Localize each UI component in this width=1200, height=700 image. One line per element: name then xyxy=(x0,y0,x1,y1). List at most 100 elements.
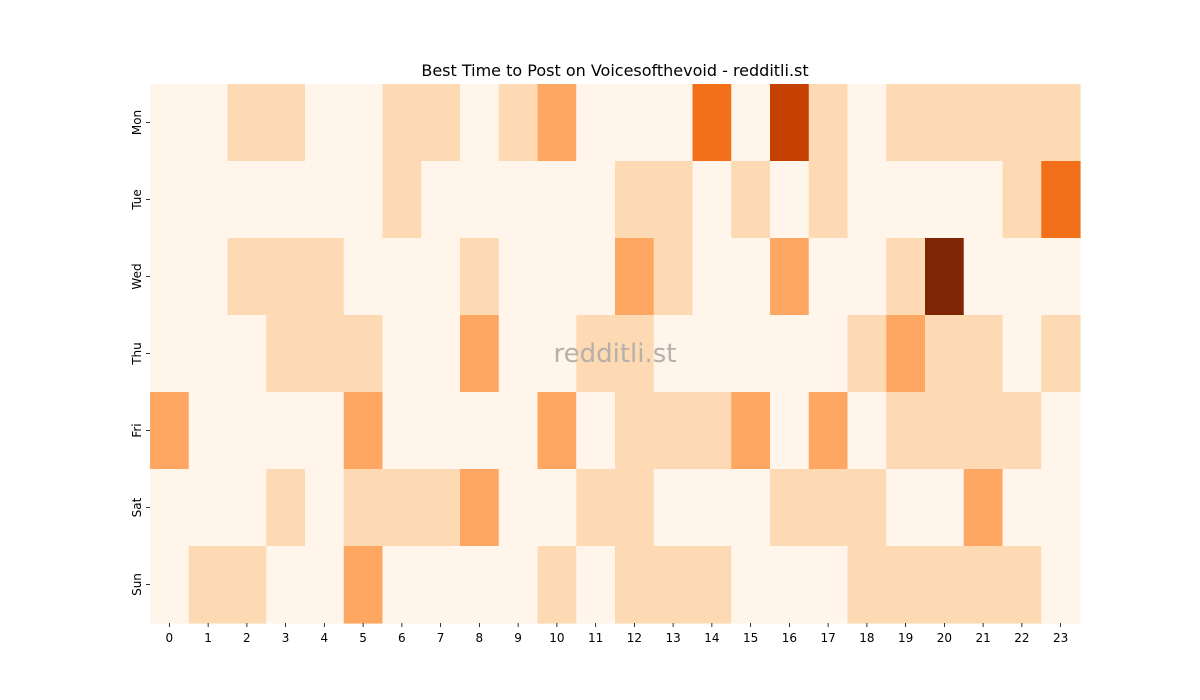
heatmap-cell-mon-13 xyxy=(653,84,694,162)
heatmap-cell-wed-22 xyxy=(1002,238,1042,316)
heatmap-cell-thu-3 xyxy=(266,315,306,393)
heatmap-cell-wed-2 xyxy=(227,238,267,316)
heatmap-cell-sat-3 xyxy=(266,469,306,547)
heatmap-cell-sun-23 xyxy=(1041,546,1081,624)
heatmap-cell-sat-14 xyxy=(692,469,732,547)
heatmap-cell-mon-10 xyxy=(537,84,577,162)
heatmap-cell-mon-5 xyxy=(343,84,384,162)
heatmap-cell-thu-16 xyxy=(770,315,810,393)
x-tick-label: 1 xyxy=(204,631,212,645)
heatmap-cell-mon-21 xyxy=(963,84,1004,162)
heatmap-cell-sun-22 xyxy=(1002,546,1042,624)
heatmap-cell-sat-5 xyxy=(343,469,384,547)
heatmap-cell-wed-0 xyxy=(150,238,190,316)
heatmap-cell-thu-21 xyxy=(963,315,1004,393)
heatmap-cell-sat-11 xyxy=(576,469,616,547)
x-tick-label: 23 xyxy=(1053,631,1068,645)
heatmap-cell-mon-18 xyxy=(847,84,887,162)
heatmap-cell-tue-11 xyxy=(576,161,616,239)
x-tick-label: 9 xyxy=(514,631,522,645)
heatmap-cell-thu-1 xyxy=(188,315,229,393)
heatmap-cell-tue-18 xyxy=(847,161,887,239)
heatmap-cell-tue-16 xyxy=(770,161,810,239)
heatmap-cell-wed-10 xyxy=(537,238,577,316)
heatmap-cell-fri-19 xyxy=(886,392,926,470)
heatmap-cell-tue-2 xyxy=(227,161,267,239)
x-tick-label: 16 xyxy=(782,631,797,645)
heatmap-cell-mon-0 xyxy=(150,84,190,162)
heatmap-cell-fri-15 xyxy=(731,392,771,470)
heatmap-cell-sat-19 xyxy=(886,469,926,547)
x-tick-label: 6 xyxy=(398,631,406,645)
heatmap-cell-mon-20 xyxy=(925,84,965,162)
heatmap-cell-wed-1 xyxy=(188,238,229,316)
heatmap-cell-wed-18 xyxy=(847,238,887,316)
heatmap-cell-fri-10 xyxy=(537,392,577,470)
heatmap-cell-sun-0 xyxy=(150,546,190,624)
heatmap-cell-sun-12 xyxy=(615,546,655,624)
heatmap-cell-mon-14 xyxy=(692,84,732,162)
heatmap-cell-sat-17 xyxy=(808,469,849,547)
heatmap-cell-thu-5 xyxy=(343,315,384,393)
x-tick-label: 3 xyxy=(282,631,290,645)
heatmap-cell-sun-10 xyxy=(537,546,577,624)
heatmap-cell-fri-7 xyxy=(421,392,461,470)
heatmap-cell-tue-10 xyxy=(537,161,577,239)
heatmap-cell-tue-6 xyxy=(382,161,422,239)
heatmap-cell-sat-20 xyxy=(925,469,965,547)
heatmap-cell-sat-16 xyxy=(770,469,810,547)
heatmap-cell-mon-8 xyxy=(460,84,500,162)
heatmap-cell-fri-14 xyxy=(692,392,732,470)
heatmap-cell-wed-8 xyxy=(460,238,500,316)
heatmap-cell-tue-5 xyxy=(343,161,384,239)
heatmap-cell-fri-0 xyxy=(150,392,190,470)
heatmap-cell-fri-8 xyxy=(460,392,500,470)
heatmap-cell-tue-23 xyxy=(1041,161,1081,239)
heatmap-cell-tue-22 xyxy=(1002,161,1042,239)
heatmap-cell-sun-4 xyxy=(305,546,345,624)
heatmap-cell-wed-15 xyxy=(731,238,771,316)
heatmap-cell-wed-4 xyxy=(305,238,345,316)
heatmap-cell-sun-11 xyxy=(576,546,616,624)
heatmap-cell-sun-19 xyxy=(886,546,926,624)
heatmap-cells xyxy=(150,84,1081,624)
x-tick-label: 19 xyxy=(898,631,913,645)
heatmap-cell-sat-22 xyxy=(1002,469,1042,547)
heatmap-cell-sun-18 xyxy=(847,546,887,624)
x-tick-label: 11 xyxy=(588,631,603,645)
heatmap-cell-wed-5 xyxy=(343,238,384,316)
heatmap-cell-wed-14 xyxy=(692,238,732,316)
x-tick-label: 12 xyxy=(627,631,642,645)
y-tick-label: Mon xyxy=(130,110,144,135)
x-tick-label: 5 xyxy=(359,631,367,645)
heatmap-cell-sat-7 xyxy=(421,469,461,547)
heatmap-cell-sun-21 xyxy=(963,546,1004,624)
heatmap-cell-tue-21 xyxy=(963,161,1004,239)
heatmap-cell-fri-22 xyxy=(1002,392,1042,470)
heatmap-cell-thu-9 xyxy=(498,315,539,393)
watermark-text: redditli.st xyxy=(554,339,677,369)
heatmap-cell-sun-9 xyxy=(498,546,539,624)
heatmap-cell-thu-12 xyxy=(615,315,655,393)
heatmap-cell-sat-21 xyxy=(963,469,1004,547)
heatmap-cell-sun-3 xyxy=(266,546,306,624)
heatmap-cell-wed-21 xyxy=(963,238,1004,316)
heatmap-cell-thu-10 xyxy=(537,315,577,393)
heatmap-cell-sat-23 xyxy=(1041,469,1081,547)
heatmap-cell-wed-7 xyxy=(421,238,461,316)
heatmap-cell-tue-13 xyxy=(653,161,694,239)
y-axis: Mon Tue Wed Thu Fri Sat Sun xyxy=(130,110,150,596)
heatmap-cell-fri-5 xyxy=(343,392,384,470)
heatmap-cell-thu-17 xyxy=(808,315,849,393)
heatmap-cell-sun-15 xyxy=(731,546,771,624)
heatmap-cell-fri-17 xyxy=(808,392,849,470)
heatmap-cell-tue-3 xyxy=(266,161,306,239)
heatmap-cell-tue-1 xyxy=(188,161,229,239)
heatmap-cell-fri-6 xyxy=(382,392,422,470)
heatmap-cell-mon-6 xyxy=(382,84,422,162)
heatmap-cell-sat-6 xyxy=(382,469,422,547)
heatmap-cell-tue-20 xyxy=(925,161,965,239)
y-tick-label: Fri xyxy=(130,423,144,437)
heatmap-cell-fri-16 xyxy=(770,392,810,470)
heatmap-cell-fri-13 xyxy=(653,392,694,470)
